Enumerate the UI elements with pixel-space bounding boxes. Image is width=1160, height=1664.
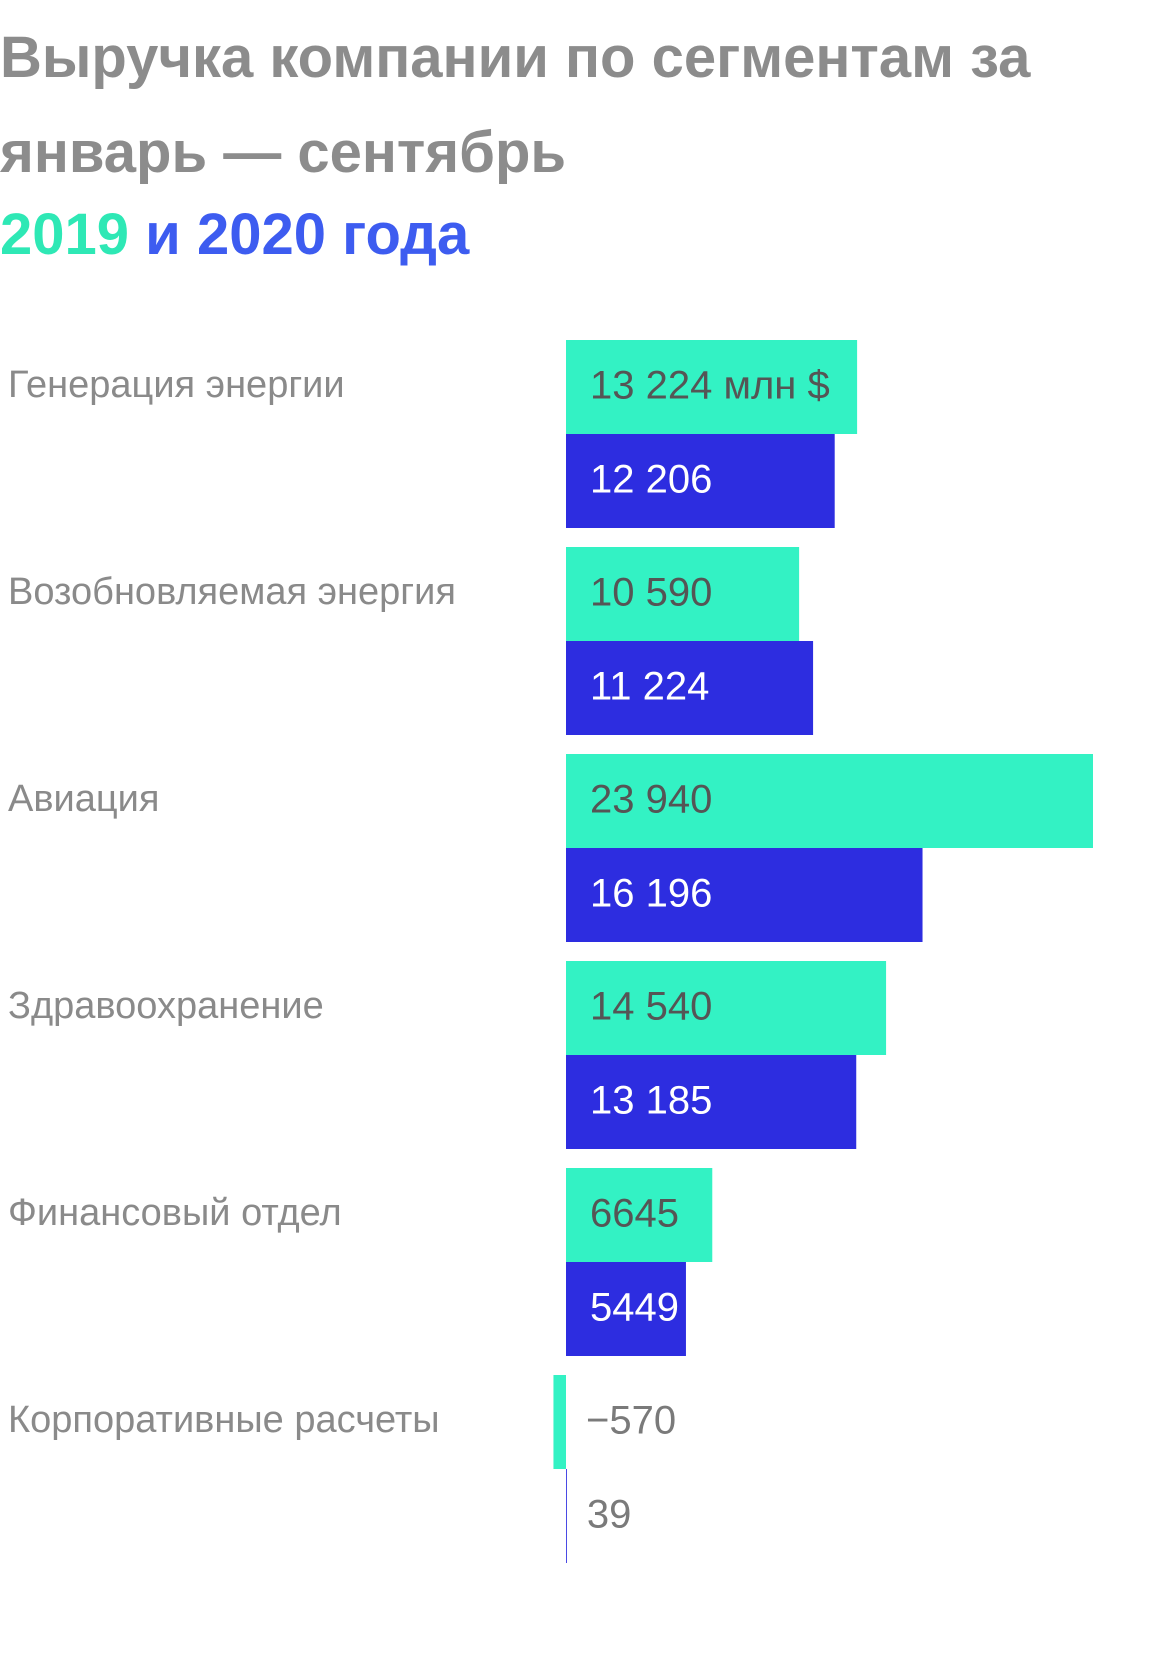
value-label: 13 224 млн $: [590, 364, 830, 408]
category-label: Возобновляемая энергия: [8, 571, 456, 613]
bar: [566, 1469, 567, 1563]
value-label: 39: [587, 1493, 632, 1537]
legend: 2019 и 2020 года: [0, 200, 469, 270]
bar: [566, 1168, 713, 1262]
value-label: 11 224: [590, 665, 709, 709]
category-label: Авиация: [8, 778, 159, 820]
value-label: 10 590: [590, 571, 712, 615]
value-label: 5449: [590, 1286, 679, 1330]
value-label: 12 206: [590, 458, 712, 502]
value-label: −570: [586, 1399, 676, 1443]
bar: [566, 340, 858, 434]
value-label: 16 196: [590, 872, 712, 916]
bar: [566, 641, 814, 735]
bar: [566, 1262, 686, 1356]
category-label: Здравоохранение: [8, 985, 324, 1027]
category-label: Финансовый отдел: [8, 1192, 342, 1234]
legend-entry: 2019: [0, 202, 130, 267]
bar: [553, 1375, 566, 1469]
bar: [566, 434, 835, 528]
category-label: Корпоративные расчеты: [8, 1399, 440, 1441]
value-label: 14 540: [590, 985, 712, 1029]
legend-joiner: и: [145, 202, 181, 267]
bar: [566, 961, 887, 1055]
chart-title: Выручка компании по сегментам за январь …: [0, 25, 1031, 185]
bar: [566, 1055, 857, 1149]
bar: [566, 848, 923, 942]
value-label: 6645: [590, 1192, 679, 1236]
category-label: Генерация энергии: [8, 364, 345, 406]
value-label: 13 185: [590, 1079, 712, 1123]
value-label: 23 940: [590, 778, 712, 822]
bar: [566, 754, 1093, 848]
legend-entry: 2020 года: [196, 202, 470, 267]
bar: [566, 547, 800, 641]
